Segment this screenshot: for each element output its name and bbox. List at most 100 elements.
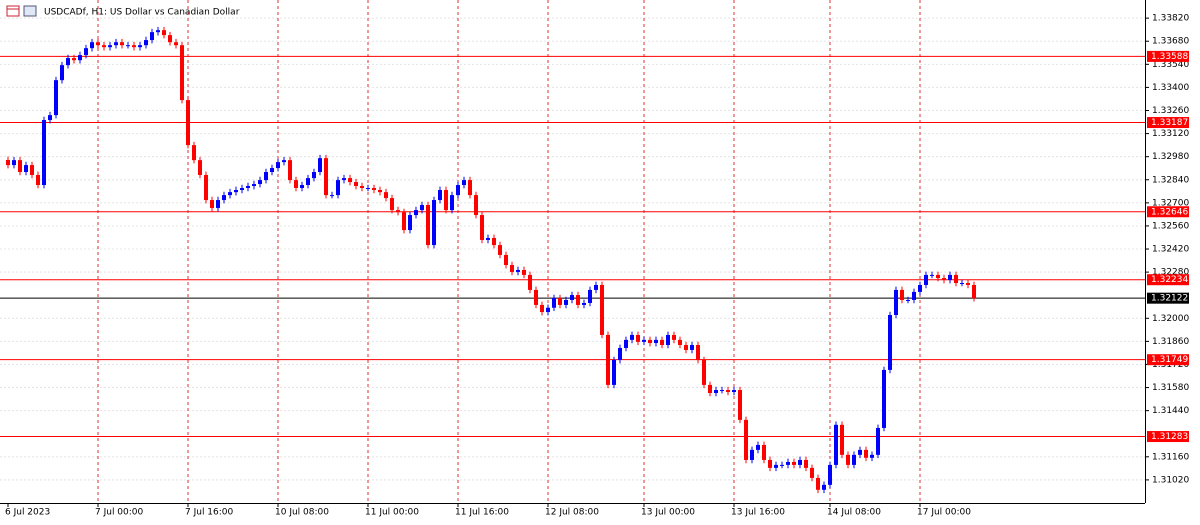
candle-body	[372, 188, 376, 190]
candle-body	[414, 210, 418, 216]
candle-body	[378, 189, 382, 193]
candle-body	[78, 55, 82, 61]
candle-body	[504, 254, 508, 266]
candle-body	[522, 269, 526, 275]
candle-body	[840, 424, 844, 455]
level-label-box	[1147, 354, 1189, 366]
candle-body	[960, 282, 964, 284]
candle-body	[96, 42, 100, 46]
y-tick-label: 1.33260	[1152, 106, 1189, 116]
y-tick-label: 1.32700	[1152, 198, 1189, 208]
level-label: 1.32646	[1151, 207, 1188, 217]
level-label-box	[1147, 431, 1189, 443]
candle-body	[822, 484, 826, 490]
candle-body	[432, 200, 436, 246]
candle-body	[30, 165, 34, 175]
candle-body	[888, 314, 892, 370]
candle-body	[426, 204, 430, 246]
candle-body	[156, 30, 160, 33]
candle-body	[408, 215, 412, 231]
level-label: 1.31283	[1151, 432, 1188, 442]
candle-body	[696, 345, 700, 361]
candle-body	[306, 178, 310, 186]
candle-body	[642, 339, 646, 342]
level-label-box	[1147, 274, 1189, 286]
candle-body	[564, 299, 568, 305]
x-tick-label: 11 Jul 00:00	[365, 508, 419, 518]
candle-body	[60, 65, 64, 81]
candle-body	[636, 334, 640, 342]
candle-body	[288, 160, 292, 181]
candle-body	[90, 42, 94, 49]
x-tick-label: 6 Jul 2023	[5, 508, 50, 518]
x-tick-label: 13 Jul 16:00	[731, 508, 785, 518]
candle-body	[456, 185, 460, 196]
candle-body	[702, 360, 706, 385]
candle-body	[162, 30, 166, 36]
candle-body	[624, 339, 628, 348]
candle-body	[294, 180, 298, 189]
y-tick-label: 1.31440	[1152, 406, 1189, 416]
candle-body	[570, 295, 574, 300]
candle-body	[672, 334, 676, 340]
y-tick-label: 1.31580	[1152, 383, 1189, 393]
candle-body	[732, 390, 736, 393]
candle-body	[474, 195, 478, 216]
candle-body	[420, 204, 424, 211]
chart-icon	[6, 5, 20, 17]
candle-body	[312, 172, 316, 179]
candle-body	[744, 419, 748, 460]
y-tick-label: 1.33400	[1152, 83, 1189, 93]
level-label-box	[1147, 117, 1189, 129]
candle-body	[684, 345, 688, 350]
chart-title: USDCADf, H1: US Dollar vs Canadian Dolla…	[44, 8, 240, 18]
candle-body	[654, 339, 658, 344]
candle-body	[210, 200, 214, 208]
candle-body	[552, 298, 556, 308]
candle-body	[666, 334, 670, 346]
y-tick-label: 1.33820	[1152, 14, 1189, 24]
current-price-label: 1.32122	[1151, 294, 1188, 304]
candle-body	[936, 274, 940, 279]
candle-body	[738, 390, 742, 420]
candle-body	[864, 449, 868, 458]
y-tick-label: 1.31860	[1152, 337, 1189, 347]
candle-body	[720, 390, 724, 392]
candle-body	[948, 274, 952, 281]
level-label-box	[1147, 206, 1189, 218]
candle-body	[282, 160, 286, 163]
candle-body	[204, 174, 208, 201]
candle-body	[234, 189, 238, 193]
y-tick-label: 1.33680	[1152, 37, 1189, 47]
candle-body	[678, 339, 682, 346]
level-label-box	[1147, 50, 1189, 62]
candle-body	[594, 284, 598, 290]
candle-body	[222, 195, 226, 201]
candle-body	[588, 289, 592, 303]
x-tick-label: 17 Jul 00:00	[917, 508, 971, 518]
candle-body	[726, 390, 730, 393]
candle-body	[270, 168, 274, 173]
candle-body	[714, 390, 718, 393]
candle-body	[444, 189, 448, 211]
candle-body	[240, 188, 244, 190]
y-tick-label: 1.32000	[1152, 314, 1189, 324]
x-tick-label: 7 Jul 00:00	[95, 508, 144, 518]
candle-body	[582, 302, 586, 305]
candle-body	[828, 464, 832, 485]
candle-body	[918, 284, 922, 292]
candle-body	[438, 189, 442, 201]
candle-body	[546, 307, 550, 313]
candle-body	[228, 192, 232, 196]
candle-body	[810, 467, 814, 478]
candle-body	[648, 339, 652, 344]
candle-body	[816, 477, 820, 490]
candle-body	[366, 188, 370, 190]
candle-body	[468, 180, 472, 196]
candle-body	[876, 427, 880, 455]
candle-body	[114, 42, 118, 46]
candle-body	[618, 347, 622, 361]
current-price-box	[1147, 292, 1189, 304]
candle-body	[108, 45, 112, 48]
